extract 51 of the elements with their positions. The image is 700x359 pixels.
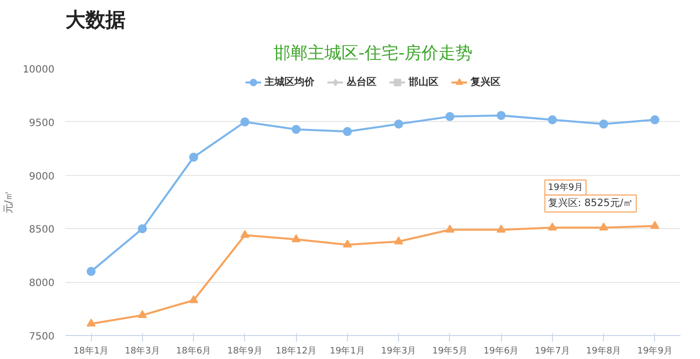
point	[292, 234, 301, 242]
x-tick-label: 19年7月	[534, 346, 570, 356]
point	[189, 152, 198, 162]
point	[342, 127, 352, 136]
legend-label: 丛台区	[346, 76, 376, 89]
point	[650, 115, 660, 124]
y-tick-label: 8000	[29, 278, 55, 290]
point	[292, 124, 301, 134]
chart-title: 大数据	[66, 8, 126, 32]
point	[86, 266, 96, 276]
x-tick-label: 19年8月	[586, 346, 622, 356]
point	[599, 120, 608, 129]
x-tick-label: 18年9月	[227, 346, 262, 356]
point	[599, 222, 608, 230]
x-tick-label: 19年9月	[637, 346, 672, 356]
legend-label: 复兴区	[470, 76, 500, 89]
y-tick-label: 7500	[29, 332, 55, 342]
point	[86, 318, 96, 327]
point	[138, 224, 147, 234]
point	[394, 236, 404, 244]
legend-label: 主城区均价	[264, 75, 314, 89]
point	[445, 224, 454, 233]
y-tick-label: 10000	[22, 64, 54, 76]
y-axis-title: 元/㎡	[4, 190, 15, 214]
point	[496, 224, 506, 233]
point	[548, 115, 557, 124]
x-tick-label: 18年1月	[74, 346, 109, 356]
annotation: 复兴区: 8525元/㎡	[548, 197, 634, 210]
x-tick-label: 19年5月	[432, 346, 468, 356]
y-tick-label: 9500	[29, 118, 55, 129]
point	[394, 120, 404, 129]
x-tick-label: 19年3月	[381, 346, 416, 356]
y-tick-label: 9000	[29, 171, 55, 182]
point	[496, 111, 506, 120]
legend-label: 邯山区	[408, 76, 438, 89]
point	[138, 310, 147, 318]
x-tick-label: 18年3月	[124, 346, 160, 356]
point	[445, 112, 454, 122]
x-tick-label: 18年6月	[176, 346, 212, 356]
point	[342, 240, 352, 248]
point	[189, 295, 198, 304]
x-tick-label: 19年1月	[330, 346, 365, 356]
chart-subtitle: 邯郸主城区-住宅-房价走势	[273, 44, 473, 64]
x-tick-label: 19年6月	[484, 346, 519, 356]
point	[548, 222, 557, 230]
point	[240, 230, 250, 238]
point	[650, 220, 660, 229]
annotation: 19年9月	[548, 182, 584, 194]
y-tick-label: 8500	[29, 224, 55, 236]
x-tick-label: 18年12月	[276, 346, 317, 356]
point	[240, 117, 250, 126]
